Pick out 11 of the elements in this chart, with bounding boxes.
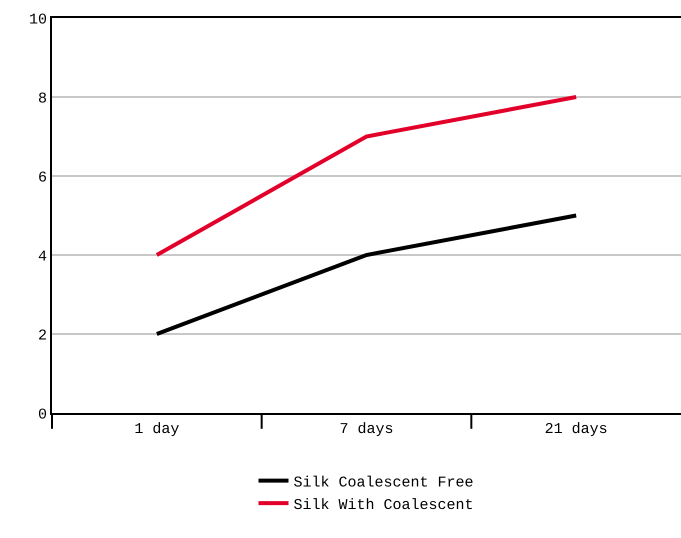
y-tick-label: 8: [38, 90, 47, 108]
y-tick-label: 0: [38, 406, 47, 424]
x-tick-label: 1 day: [134, 421, 180, 438]
y-tick-label: 6: [38, 169, 47, 186]
x-tick-label: 21 days: [544, 421, 608, 438]
y-tick-label: 4: [38, 248, 47, 266]
x-tick-label: 7 days: [339, 421, 394, 438]
y-tick-label: 2: [38, 327, 47, 344]
legend-label: Silk With Coalescent: [294, 496, 474, 514]
legend-label: Silk Coalescent Free: [294, 474, 474, 492]
y-tick-label: 10: [28, 11, 47, 28]
